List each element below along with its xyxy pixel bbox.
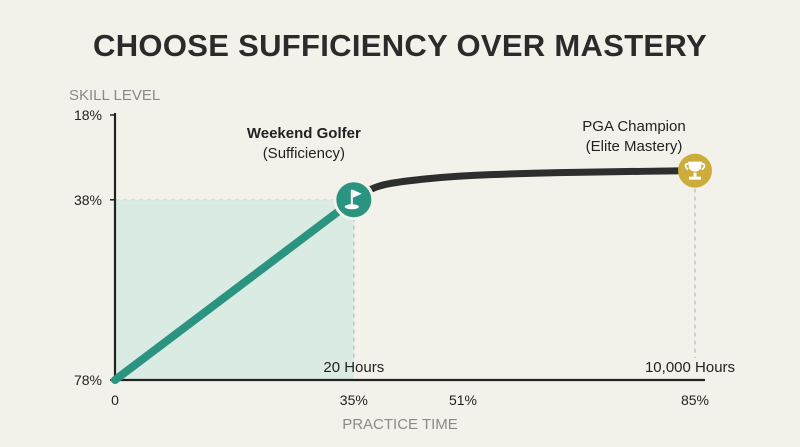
x-tick-label: 0 xyxy=(111,392,119,408)
trophy-cup xyxy=(688,161,702,172)
x-axis-title: PRACTICE TIME xyxy=(342,416,458,433)
chart-title: CHOOSE SUFFICIENCY OVER MASTERY xyxy=(93,28,707,63)
sufficiency-marker-circle xyxy=(333,179,375,221)
trophy-icon xyxy=(684,161,706,180)
golf-flag-icon xyxy=(344,189,362,210)
y-axis-title: SKILL LEVEL xyxy=(69,87,160,104)
flag-hole xyxy=(344,204,359,210)
mastery-hours-label: 10,000 Hours xyxy=(645,359,735,376)
y-tick-label: 78% xyxy=(74,372,102,388)
sufficiency-hours-label: 20 Hours xyxy=(323,359,384,376)
flag-banner xyxy=(352,189,362,198)
mastery-title: PGA Champion xyxy=(582,118,685,135)
sufficiency-subtitle: (Sufficiency) xyxy=(263,145,345,162)
trophy-handle-left xyxy=(684,162,689,171)
sufficiency-title: Weekend Golfer xyxy=(247,125,361,142)
trophy-stem xyxy=(693,172,697,177)
trophy-handle-right xyxy=(701,162,706,171)
y-tick-label: 38% xyxy=(74,192,102,208)
trophy-base xyxy=(689,176,701,180)
x-tick-label: 35% xyxy=(340,392,368,408)
sufficiency-marker xyxy=(333,179,375,221)
mastery-subtitle: (Elite Mastery) xyxy=(586,138,683,155)
mastery-marker xyxy=(678,153,712,188)
mastery-curve xyxy=(350,167,699,204)
sufficiency-curve xyxy=(111,195,358,384)
y-tick-label: 18% xyxy=(74,107,102,123)
x-tick-label: 51% xyxy=(449,392,477,408)
x-tick-label: 85% xyxy=(681,392,709,408)
